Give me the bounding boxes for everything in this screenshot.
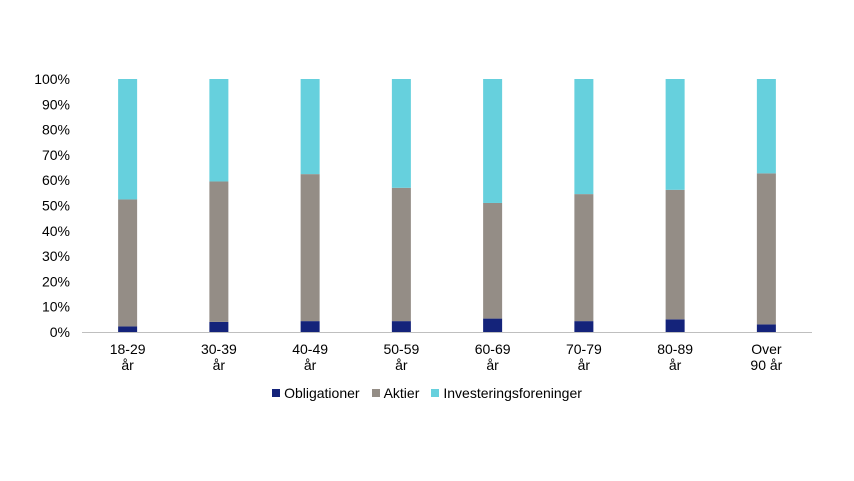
bar-segment-investeringsforeninger — [665, 79, 685, 190]
x-tick-label: 30-39 år — [201, 341, 237, 373]
x-tick-label: 80-89 år — [657, 341, 693, 373]
bar-segment-obligationer — [118, 326, 138, 332]
bar-segment-aktier — [118, 199, 138, 327]
legend-item: Investeringsforeninger — [431, 385, 582, 401]
x-tick-label: Over 90 år — [750, 341, 782, 373]
bar-segment-obligationer — [574, 321, 594, 332]
bar-segment-investeringsforeninger — [756, 79, 776, 174]
y-tick-label: 60% — [42, 172, 70, 188]
legend-label: Obligationer — [284, 385, 360, 401]
x-axis-ticks: 18-29 år 30-39 år 40-49 år 50-59 år 60-69 år 70-79… — [110, 341, 783, 373]
bar-segment-aktier — [483, 202, 503, 319]
bar-segment-aktier — [391, 187, 411, 322]
legend-label: Aktier — [383, 385, 420, 401]
y-tick-label: 40% — [42, 223, 70, 239]
bar-segment-investeringsforeninger — [574, 79, 594, 195]
bar-segment-aktier — [300, 174, 320, 322]
bar-segment-aktier — [209, 181, 229, 322]
bar-segment-obligationer — [483, 318, 503, 332]
legend-label: Investeringsforeninger — [443, 385, 582, 401]
bar-segment-investeringsforeninger — [209, 79, 229, 182]
x-tick-label: 70-79 år — [566, 341, 602, 373]
x-tick-label: 18-29 år — [110, 341, 146, 373]
bars — [118, 79, 776, 332]
bar-segment-obligationer — [391, 321, 411, 332]
bar-segment-obligationer — [300, 321, 320, 332]
bar-segment-obligationer — [665, 319, 685, 332]
y-tick-label: 20% — [42, 273, 70, 289]
bar-segment-investeringsforeninger — [118, 79, 138, 200]
bar-segment-aktier — [665, 189, 685, 320]
bar-segment-investeringsforeninger — [483, 79, 503, 203]
y-tick-label: 70% — [42, 147, 70, 163]
y-tick-label: 90% — [42, 96, 70, 112]
legend-item: Aktier — [371, 385, 420, 401]
y-tick-label: 10% — [42, 299, 70, 315]
y-tick-label: 50% — [42, 198, 70, 214]
y-axis-ticks: 0% 10% 20% 30% 40% 50% 60% 70% 80% 90% 100% — [34, 71, 70, 340]
y-tick-label: 30% — [42, 248, 70, 264]
legend-swatch — [272, 389, 281, 397]
bar-segment-investeringsforeninger — [300, 79, 320, 175]
bar-segment-investeringsforeninger — [391, 79, 411, 188]
legend-swatch — [431, 389, 440, 397]
bar-segment-obligationer — [209, 321, 229, 332]
y-tick-label: 100% — [34, 71, 70, 87]
y-tick-label: 0% — [50, 324, 70, 340]
bar-segment-aktier — [756, 173, 776, 325]
legend-item: Obligationer — [272, 385, 360, 401]
x-tick-label: 50-59 år — [383, 341, 419, 373]
bar-segment-aktier — [574, 194, 594, 322]
legend-swatch — [371, 389, 380, 397]
y-tick-label: 80% — [42, 122, 70, 138]
legend: Obligationer Aktier Investeringsforeninger — [0, 385, 854, 401]
bar-segment-obligationer — [756, 324, 776, 332]
x-tick-label: 60-69 år — [475, 341, 511, 373]
x-tick-label: 40-49 år — [292, 341, 328, 373]
